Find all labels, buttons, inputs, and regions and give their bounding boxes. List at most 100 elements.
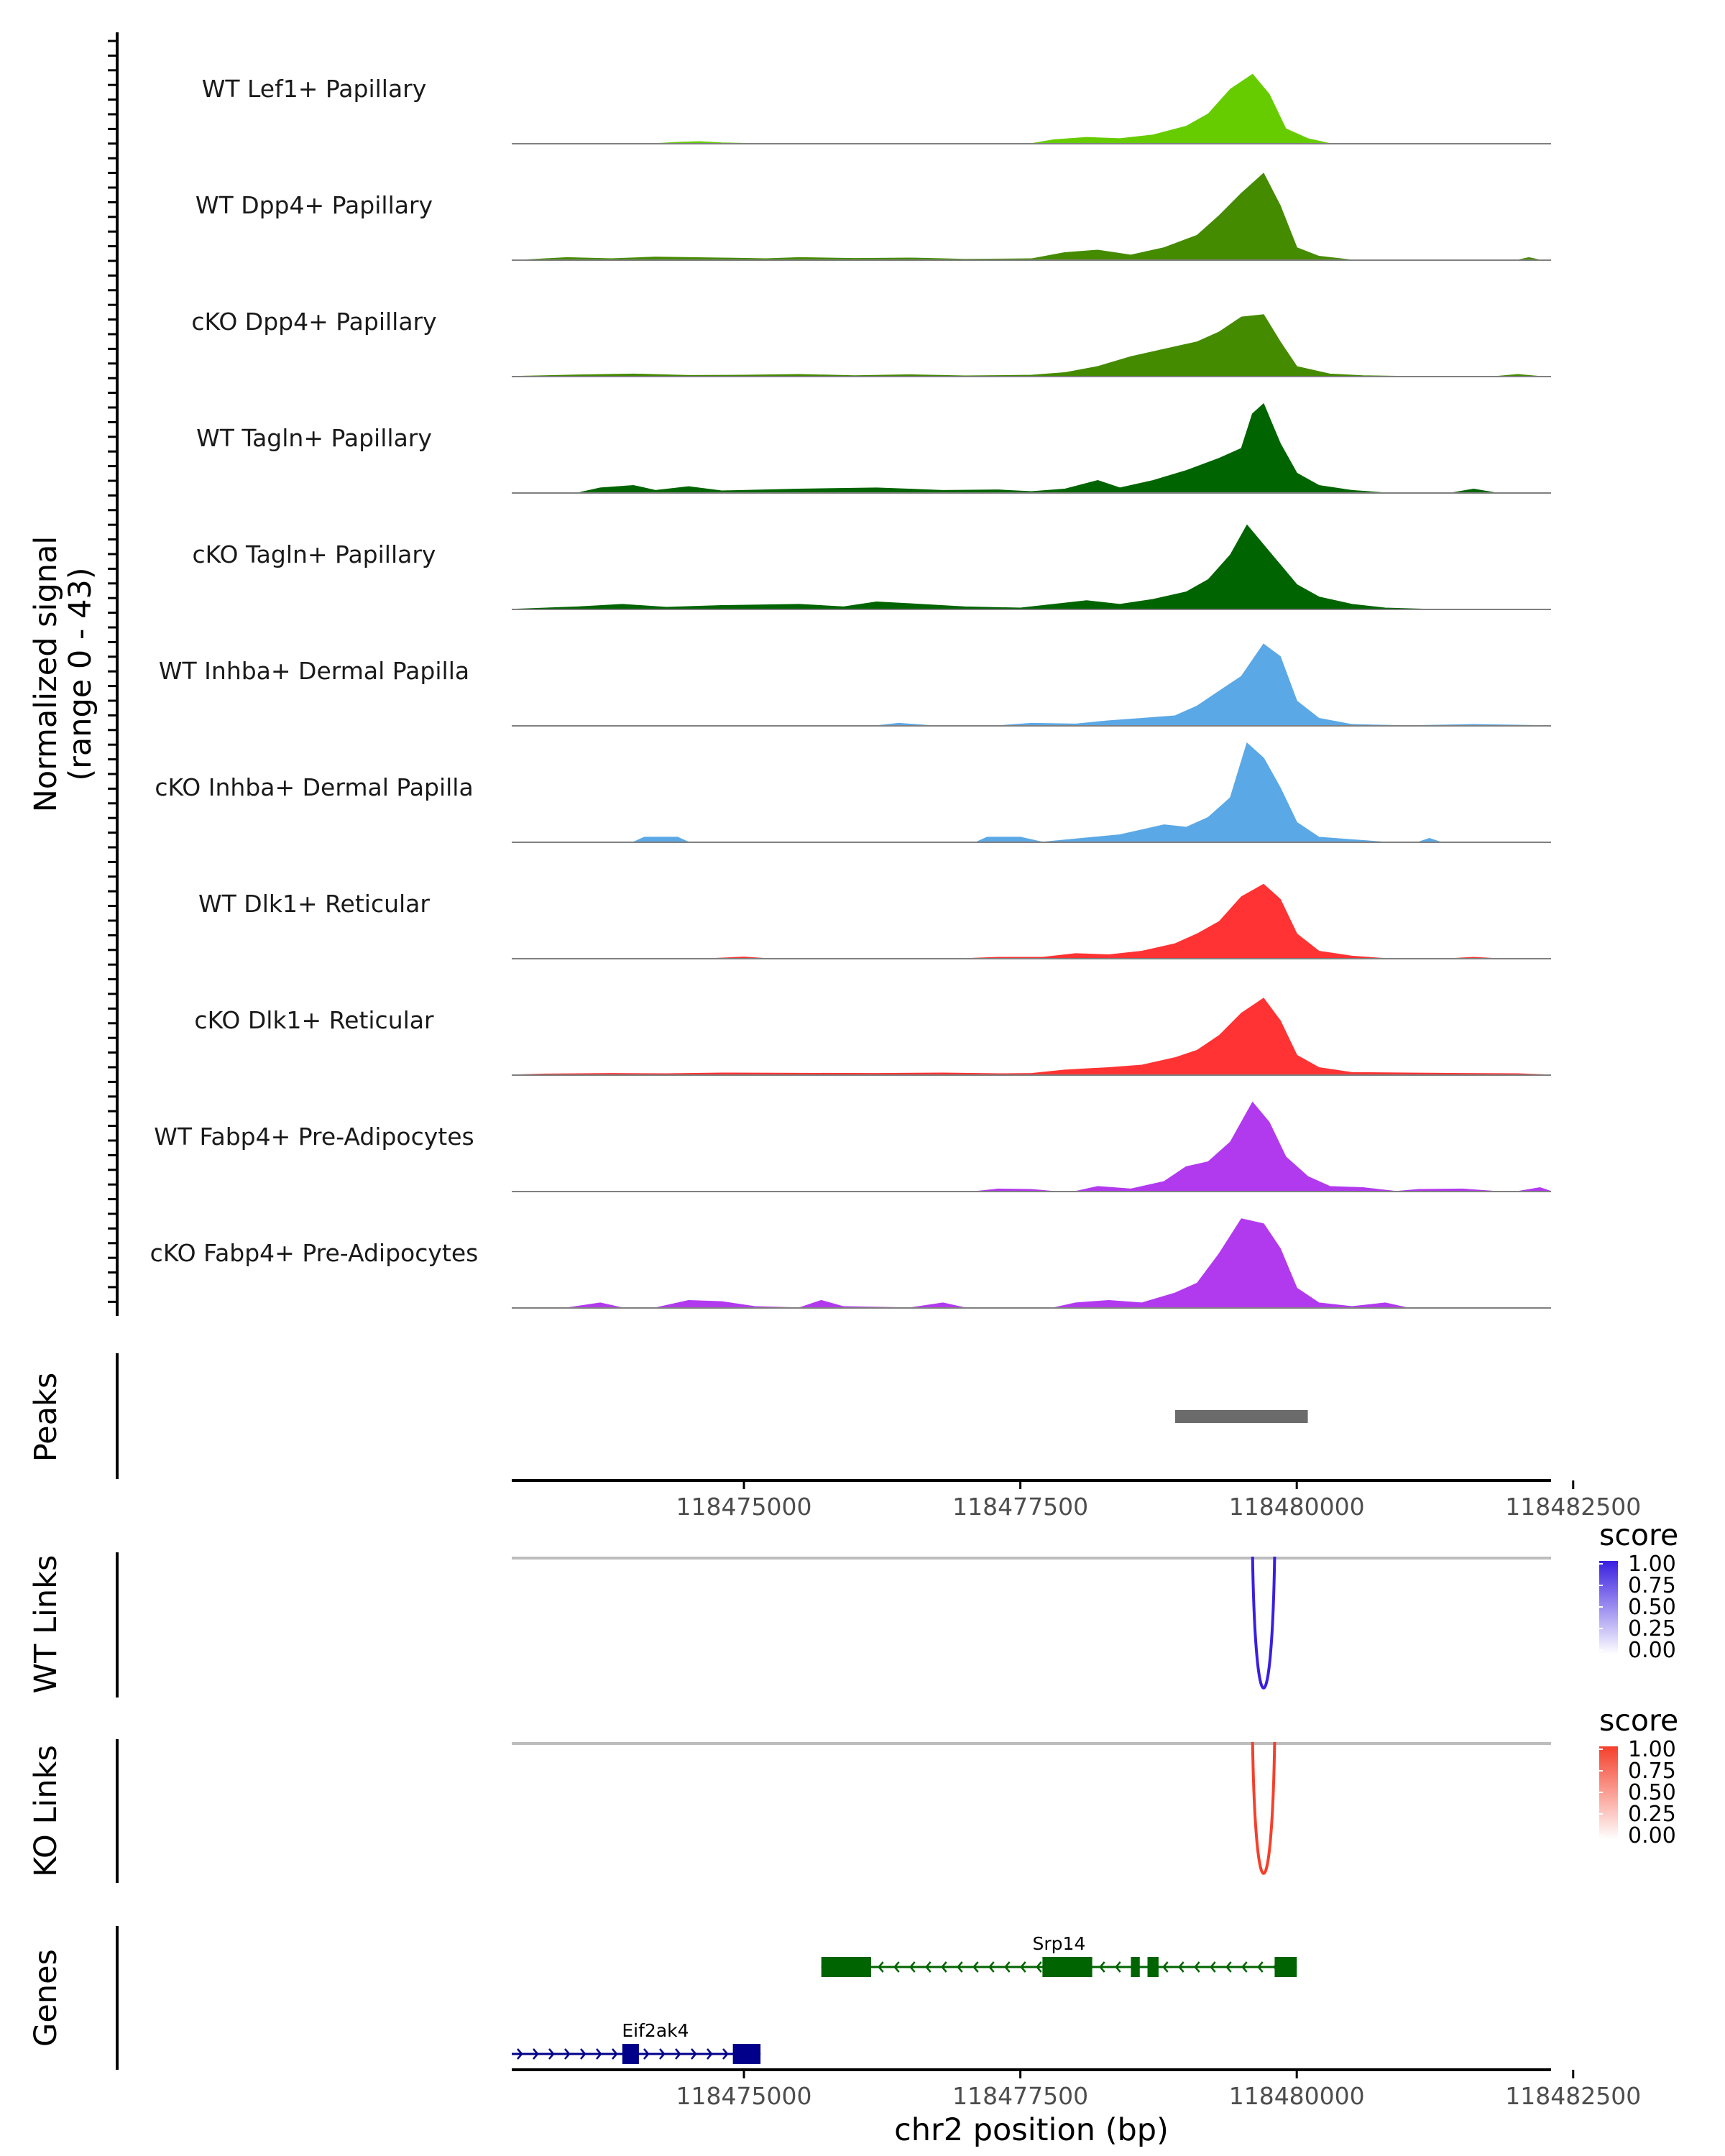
strand-arrow [878,1961,884,1973]
strand-arrow [1241,1961,1248,1973]
coverage-track-11: cKO Fabp4+ Pre-Adipocytes [150,1218,1551,1309]
legend-title: score [1599,1703,1678,1738]
x-axis-top: 118475000 118477500 118480000 118482500 [512,1479,1641,1521]
coverage-track-10: WT Fabp4+ Pre-Adipocytes [154,1101,1552,1192]
legend-label: 0.50 [1628,1595,1676,1620]
strand-arrow [612,2048,618,2060]
peaks-track-label: Peaks [28,1373,64,1462]
strand-arrow [972,1961,979,1973]
gene-name-label: Eif2ak4 [622,2020,689,2041]
genes-track-label: Genes [28,1949,64,2047]
strand-arrow [564,2048,571,2060]
gene-exon [821,1957,871,1977]
coverage-area [512,643,1552,727]
x-tick-label: 118475000 [676,2082,812,2110]
strand-arrow [941,1961,947,1973]
gene-exon [732,2044,761,2064]
strand-arrow [925,1961,932,1973]
strand-arrow [548,2048,555,2060]
coverage-track-7: cKO Inhba+ Dermal Papilla [155,742,1551,843]
coverage-area [512,1101,1552,1192]
track-label: WT Dlk1+ Reticular [198,890,430,918]
coverage-tracks: WT Lef1+ Papillary WT Dpp4+ Papillary cKO … [150,73,1552,1309]
strand-arrow [1210,1961,1216,1973]
signal-axis [108,32,119,1316]
strand-arrow [1257,1961,1264,1973]
legend-title: score [1599,1518,1678,1552]
track-label: WT Lef1+ Papillary [202,75,427,103]
strand-arrow [517,2048,523,2060]
coverage-track-1: WT Lef1+ Papillary [202,73,1551,144]
strand-arrow [675,2048,681,2060]
gene-srp14: Srp14 [821,1933,1297,1977]
y-axis-range: (range 0 - 43) [63,567,98,780]
legend-label: 0.75 [1628,1759,1676,1784]
strand-arrow [1036,1961,1042,1973]
track-label: WT Inhba+ Dermal Papilla [159,657,469,685]
x-tick-label: 118477500 [952,1493,1088,1521]
strand-arrow [957,1961,963,1973]
strand-arrow [691,2048,697,2060]
gene-exon [1131,1957,1140,1977]
strand-arrow [1194,1961,1200,1973]
x-tick-label: 118482500 [1505,1493,1641,1521]
gene-exon [1274,1957,1297,1977]
coverage-track-4: WT Tagln+ Papillary [196,402,1551,494]
x-tick-label: 118477500 [952,2082,1088,2110]
link-arc [1251,1741,1276,1875]
track-label: cKO Tagln+ Papillary [193,540,436,568]
strand-arrow [909,1961,916,1973]
coverage-track-6: WT Inhba+ Dermal Papilla [159,643,1552,727]
coverage-area [512,172,1551,261]
coverage-area [512,742,1551,843]
track-label: cKO Dlk1+ Reticular [194,1006,434,1034]
legend-label: 0.00 [1628,1638,1676,1663]
x-axis-title: chr2 position (bp) [894,2112,1169,2148]
track-label: cKO Fabp4+ Pre-Adipocytes [150,1239,479,1267]
coverage-area [512,883,1551,959]
legend-label: 0.50 [1628,1780,1676,1805]
strand-arrow [1099,1961,1105,1973]
legend-label: 1.00 [1628,1552,1676,1577]
gene-exon [622,2044,639,2064]
gene-exon [1147,1957,1159,1977]
strand-arrow [580,2048,586,2060]
coverage-track-8: WT Dlk1+ Reticular [198,883,1551,959]
strand-arrow [659,2048,666,2060]
genes-track: Srp14 Eif2ak4 [512,1933,1297,2064]
coverage-track-3: cKO Dpp4+ Papillary [191,308,1551,377]
track-label: WT Fabp4+ Pre-Adipocytes [154,1123,474,1151]
legend-label: 0.25 [1628,1802,1676,1827]
coverage-area [511,314,1551,377]
strand-arrow [1115,1961,1121,1973]
ko-links-track-label: KO Links [28,1745,64,1877]
strand-arrow [596,2048,602,2060]
track-label: cKO Inhba+ Dermal Papilla [155,773,473,801]
strand-arrow [988,1961,995,1973]
strand-arrow [1004,1961,1011,1973]
track-label: WT Dpp4+ Papillary [196,191,433,219]
x-tick-label: 118475000 [676,1493,812,1521]
strand-arrow [893,1961,900,1973]
peaks-track [1174,1410,1308,1423]
wt-links-track-label: WT Links [28,1555,64,1694]
coverage-area [511,998,1552,1076]
strand-arrow [1178,1961,1184,1973]
legend-label: 1.00 [1628,1737,1676,1762]
legend-label: 0.75 [1628,1573,1676,1598]
strand-arrow [707,2048,713,2060]
strand-arrow [533,2048,539,2060]
strand-arrow [1020,1961,1026,1973]
strand-arrow [643,2048,650,2060]
coverage-track-9: cKO Dlk1+ Reticular [194,998,1552,1076]
coverage-area [511,524,1551,610]
coverage-area [512,1218,1551,1309]
strand-arrow [722,2048,729,2060]
gene-exon [1042,1957,1092,1977]
coverage-track-5: cKO Tagln+ Papillary [193,524,1551,610]
x-tick-label: 118482500 [1505,2082,1641,2110]
track-label: WT Tagln+ Papillary [196,424,432,452]
